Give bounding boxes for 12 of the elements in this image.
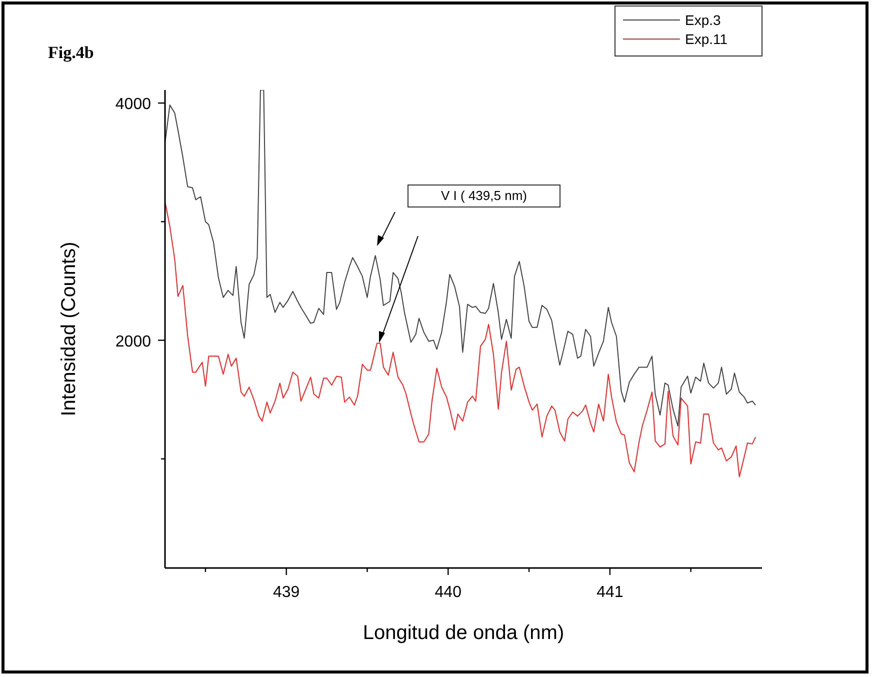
- x-tick-label: 441: [596, 584, 624, 601]
- legend-label: Exp.3: [685, 12, 722, 28]
- y-tick-label: 4000: [115, 96, 152, 114]
- x-tick-label: 439: [272, 584, 300, 601]
- chart-title: Fig.4b: [48, 43, 94, 62]
- annotation: V I ( 439,5 nm): [441, 188, 527, 203]
- y-tick-label: 2000: [115, 333, 152, 350]
- x-axis-title: Longitud de onda (nm): [362, 622, 564, 644]
- y-axis-title: Intensidad (Counts): [58, 242, 80, 416]
- legend-label: Exp.11: [685, 31, 728, 47]
- x-tick-label: 440: [434, 584, 462, 601]
- line-series: [165, 90, 756, 427]
